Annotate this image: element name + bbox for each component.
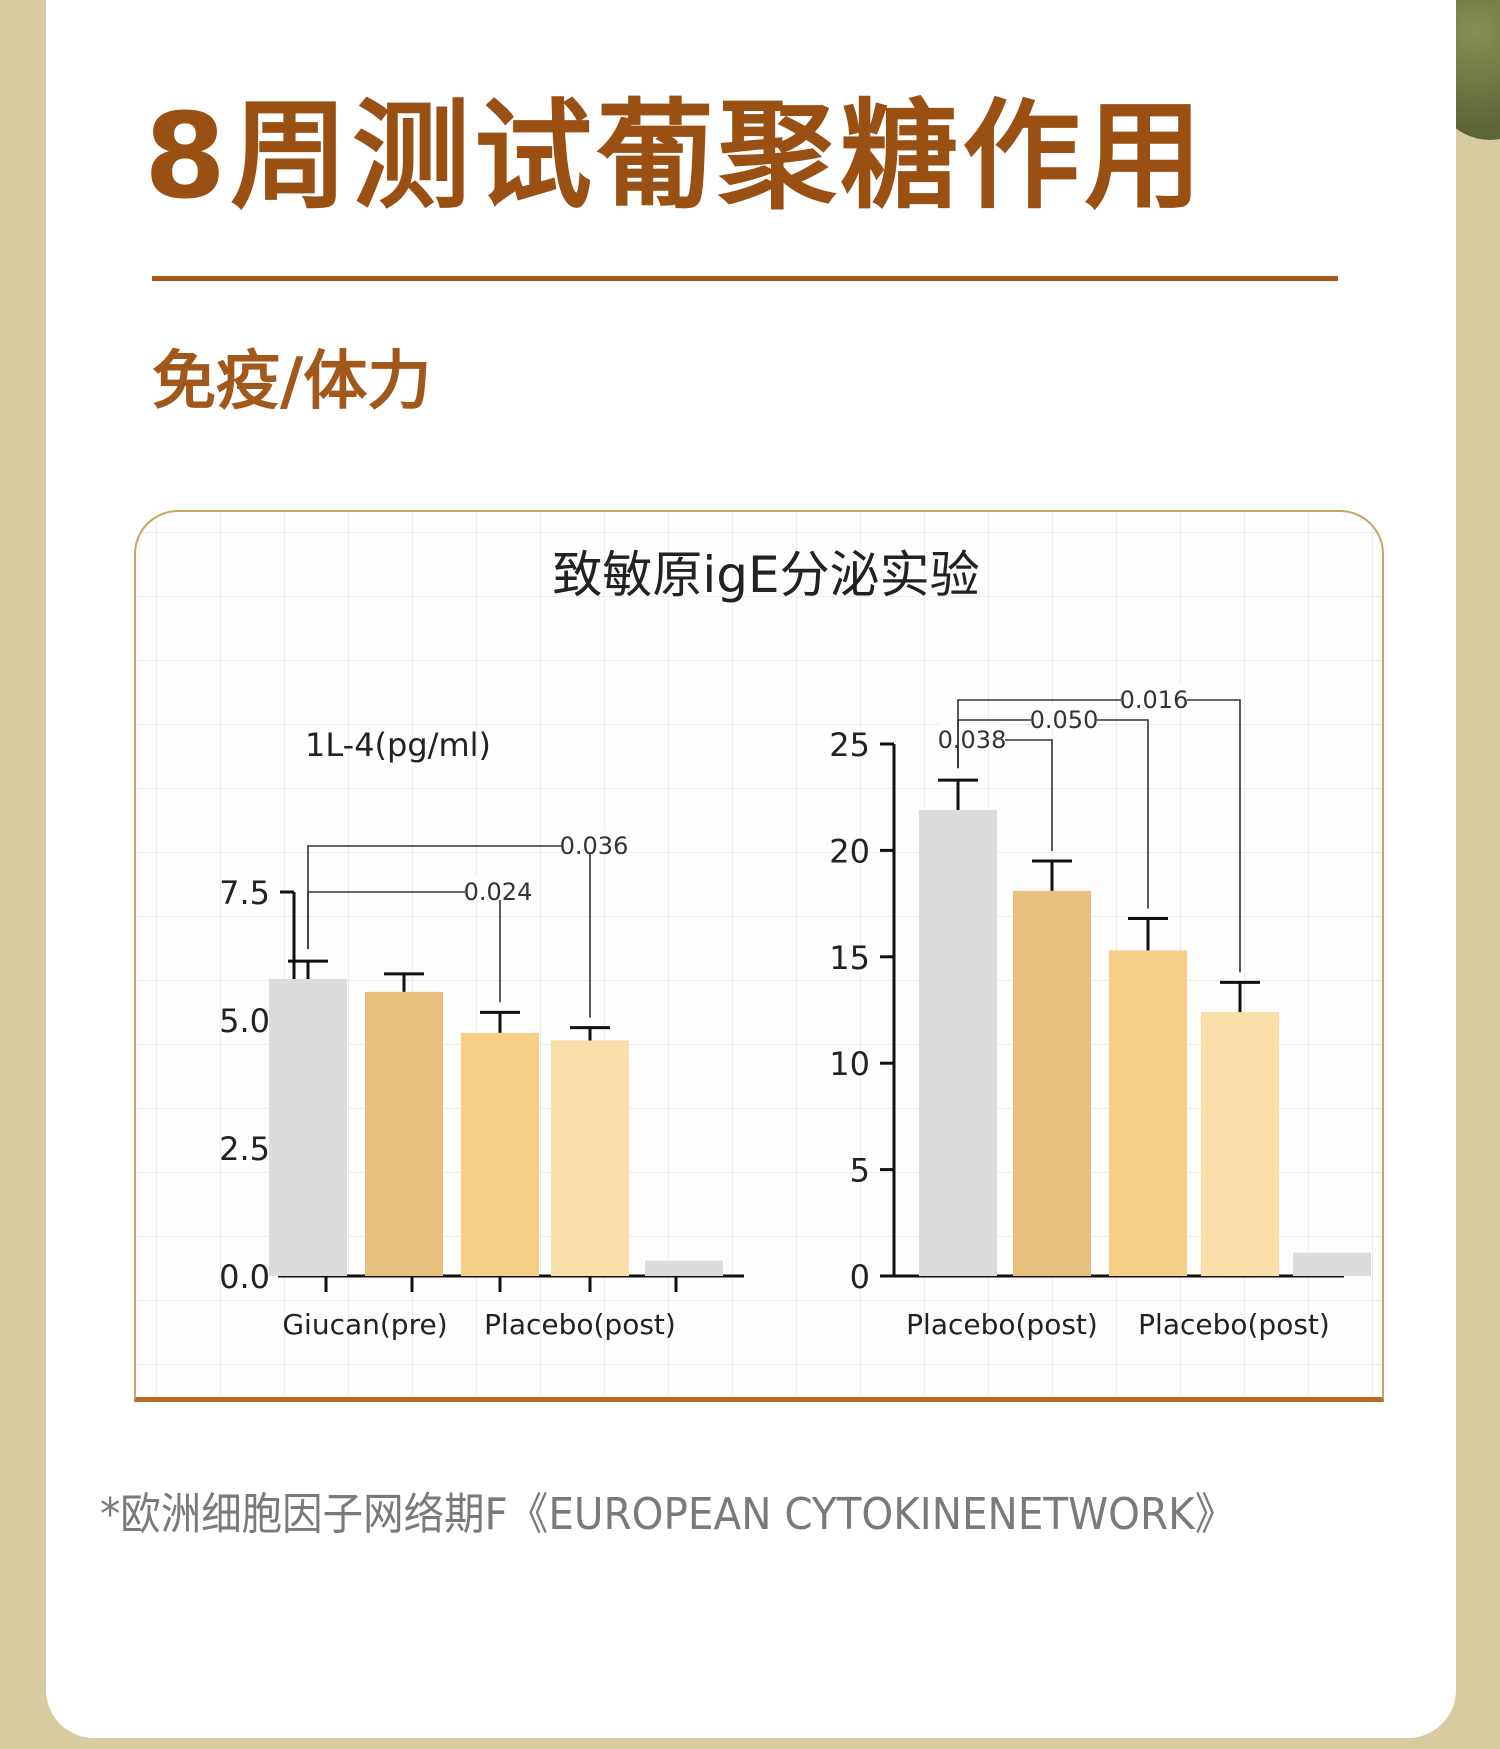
significance-label-bg [465, 876, 531, 900]
chart-title: 致敏原igE分泌实验 [552, 546, 979, 604]
y-tick-label: 0.0 [219, 1258, 270, 1296]
y-tick-label: 10 [829, 1045, 870, 1083]
significance-label: 0.024 [464, 878, 533, 906]
bar [461, 1032, 539, 1276]
bar [1293, 1252, 1371, 1276]
x-tick-label: Placebo(post) [906, 1308, 1098, 1341]
bar [1013, 890, 1091, 1276]
bar [551, 1040, 629, 1276]
significance-bracket [307, 845, 591, 1018]
significance-label: 0.038 [938, 726, 1007, 754]
y-tick-label: 5.0 [219, 1002, 270, 1040]
bar [919, 809, 997, 1276]
y-axis-label: 1L-4(pg/ml) [305, 726, 491, 764]
significance-label: 0.016 [1120, 686, 1189, 714]
x-tick-label: Placebo(post) [484, 1308, 676, 1341]
y-tick-label: 20 [829, 832, 870, 870]
y-tick-label: 2.5 [219, 1130, 270, 1168]
significance-label-bg [561, 830, 627, 854]
y-tick-label: 0 [850, 1258, 870, 1296]
chart-panel: 致敏原igE分泌实验 0.0 2.5 5.0 7.5 1L-4(pg/ml) Giucan… [134, 510, 1384, 1402]
significance-label-bg [939, 724, 1005, 748]
bar [1109, 950, 1187, 1276]
significance-label: 0.036 [560, 832, 629, 860]
content-card: 8周测试葡聚糖作用 免疫/体力 致敏原igE分泌实验 0.0 2.5 5.0 7.5 1… [46, 0, 1456, 1738]
significance-bracket [957, 699, 1241, 973]
y-tick-label: 7.5 [219, 874, 270, 912]
x-tick-label: Placebo(post) [1138, 1308, 1330, 1341]
page-title: 8周测试葡聚糖作用 [144, 87, 1207, 225]
significance-label: 0.050 [1030, 706, 1099, 734]
section-subtitle: 免疫/体力 [152, 345, 432, 419]
x-tick-label: Giucan(pre) [282, 1308, 447, 1341]
plots-group: 0.0 2.5 5.0 7.5 1L-4(pg/ml) Giucan(pre) Placeb… [219, 684, 1371, 1341]
bar [645, 1260, 723, 1276]
chart-svg: 致敏原igE分泌实验 0.0 2.5 5.0 7.5 1L-4(pg/ml) Giucan… [219, 546, 1371, 1341]
significance-label-bg [1121, 684, 1187, 708]
bar [1201, 1012, 1279, 1276]
y-tick-label: 5 [850, 1152, 870, 1190]
title-divider [152, 276, 1338, 281]
bar [365, 991, 443, 1276]
y-tick-label: 25 [829, 726, 870, 764]
significance-label-bg [1031, 704, 1097, 728]
bar [269, 979, 347, 1276]
footnote: *欧洲细胞因子网络期F《EUROPEAN CYTOKINENETWORK》 [100, 1489, 1236, 1540]
y-tick-label: 15 [829, 939, 870, 977]
